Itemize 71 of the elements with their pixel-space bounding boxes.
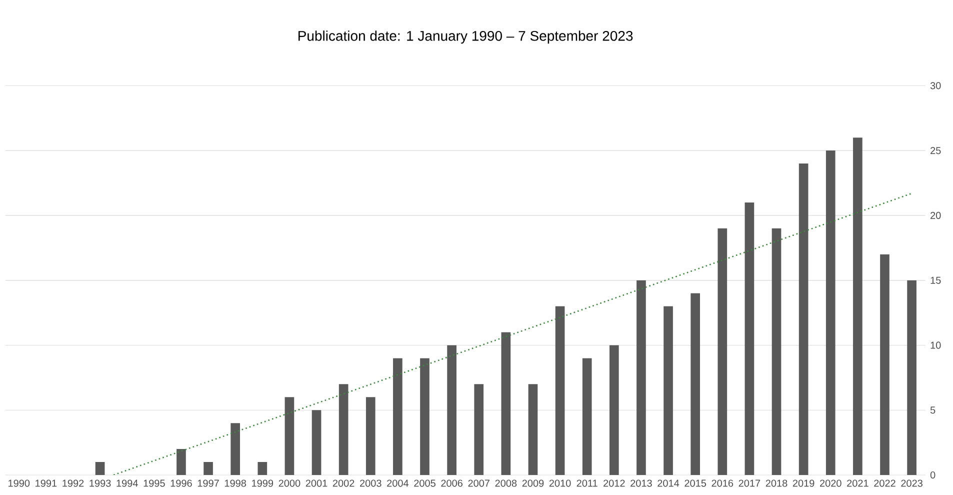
x-tick-label: 1996 <box>170 480 192 487</box>
bar <box>447 345 456 475</box>
bar <box>95 462 105 475</box>
x-tick-label: 2011 <box>576 480 598 487</box>
x-tick-label: 2000 <box>278 480 300 487</box>
bar <box>853 138 862 475</box>
bar <box>744 202 754 475</box>
y-tick-label: 5 <box>930 406 936 414</box>
y-tick-label: 30 <box>930 82 941 90</box>
bar <box>528 384 538 475</box>
x-tick-label: 1993 <box>90 480 111 487</box>
x-tick-label: 2021 <box>847 480 868 487</box>
x-tick-label: 2015 <box>684 480 706 487</box>
bar <box>609 345 619 475</box>
x-tick-label: 1992 <box>62 480 84 487</box>
bar <box>772 228 782 475</box>
chart-title: Publication date: 1 January 1990 – 7 September 2023 <box>298 30 633 44</box>
y-tick-label: 25 <box>930 147 941 154</box>
bar <box>258 462 268 475</box>
x-tick-label: 1999 <box>252 480 274 487</box>
x-tick-label: 2017 <box>738 480 760 487</box>
bar <box>474 384 484 475</box>
x-tick-label: 1997 <box>198 480 219 487</box>
bar <box>636 280 646 475</box>
x-tick-label: 2009 <box>522 480 544 487</box>
x-tick-label: 2013 <box>630 480 652 487</box>
y-tick-label: 20 <box>930 212 941 219</box>
x-tick-label: 2018 <box>766 480 788 487</box>
bar <box>718 228 728 475</box>
x-tick-label: 1995 <box>144 480 165 487</box>
y-tick-label: 0 <box>930 471 936 479</box>
bar <box>204 462 213 475</box>
x-tick-label: 1991 <box>36 480 57 487</box>
y-tick-label: 15 <box>930 276 941 284</box>
x-tick-label: 2006 <box>441 480 462 487</box>
x-tick-label: 2016 <box>712 480 734 487</box>
x-tick-label: 2004 <box>387 480 409 487</box>
bar <box>826 150 836 475</box>
x-tick-label: 2001 <box>306 480 328 487</box>
x-tick-label: 2010 <box>549 480 571 487</box>
y-tick-label: 10 <box>930 342 941 349</box>
bar <box>338 384 348 475</box>
bar <box>582 358 592 475</box>
bar <box>284 397 294 475</box>
bar <box>664 306 673 475</box>
x-tick-label: 1990 <box>8 480 30 487</box>
x-tick-label: 2020 <box>820 480 842 487</box>
x-tick-label: 2002 <box>332 480 354 487</box>
x-tick-label: 2023 <box>901 480 922 487</box>
x-tick-label: 1994 <box>116 480 138 487</box>
x-tick-label: 2008 <box>495 480 517 487</box>
bar <box>393 358 402 475</box>
x-tick-label: 2005 <box>414 480 436 487</box>
bar <box>880 254 890 475</box>
x-tick-label: 2003 <box>360 480 382 487</box>
bar <box>907 280 916 475</box>
bar <box>420 358 430 475</box>
x-tick-label: 2019 <box>792 480 814 487</box>
x-tick-label: 2012 <box>604 480 625 487</box>
bar <box>555 306 565 475</box>
bar <box>176 449 186 475</box>
bar <box>230 423 240 475</box>
x-tick-label: 2022 <box>874 480 896 487</box>
bar <box>690 293 700 475</box>
bar <box>312 410 322 475</box>
bar <box>366 397 376 475</box>
bar <box>501 332 511 475</box>
x-tick-label: 2014 <box>658 480 680 487</box>
x-tick-label: 2007 <box>468 480 490 487</box>
x-tick-label: 1998 <box>224 480 246 487</box>
bar <box>798 164 808 475</box>
